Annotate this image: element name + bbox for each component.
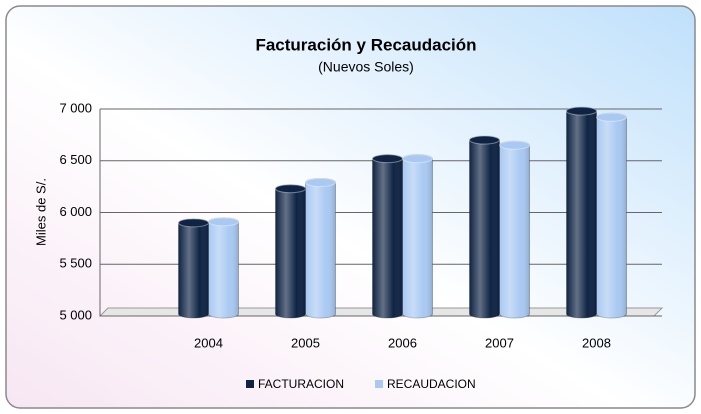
bar-top <box>178 218 209 228</box>
x-tick-label: 2006 <box>388 335 417 350</box>
bar-top <box>305 177 336 187</box>
bar-top <box>275 184 306 194</box>
bar-shine <box>499 141 530 318</box>
legend-swatch <box>246 380 254 388</box>
bar-top <box>499 140 530 150</box>
legend-swatch <box>375 380 383 388</box>
bar-top <box>566 106 597 116</box>
legend-label: FACTURACION <box>258 377 344 391</box>
bar-shine <box>372 154 403 318</box>
y-tick-label: 6 500 <box>59 152 92 167</box>
bar-shine <box>469 136 500 318</box>
bar-shine <box>178 218 209 318</box>
y-axis-label: Miles de S/. <box>33 178 48 246</box>
x-tick-label: 2004 <box>194 335 223 350</box>
bar-shine <box>596 113 627 318</box>
x-tick-label: 2007 <box>485 335 514 350</box>
bar-shine <box>208 217 239 318</box>
chart-subtitle: (Nuevos Soles) <box>318 59 414 75</box>
y-tick-label: 5 000 <box>59 307 92 322</box>
x-tick-label: 2005 <box>291 335 320 350</box>
bar-top <box>596 112 627 122</box>
bar-top <box>208 217 239 227</box>
legend-label: RECAUDACION <box>387 377 476 391</box>
bar-shine <box>566 107 597 318</box>
bar-top <box>402 154 433 164</box>
bar-top <box>469 135 500 145</box>
bar-top <box>372 154 403 164</box>
x-tick-label: 2008 <box>582 335 611 350</box>
y-tick-label: 6 000 <box>59 204 92 219</box>
y-tick-label: 7 000 <box>59 100 92 115</box>
bar-shine <box>275 184 306 318</box>
y-tick-label: 5 500 <box>59 256 92 271</box>
bar-shine <box>305 178 336 318</box>
chart-title: Facturación y Recaudación <box>255 35 476 54</box>
bar-shine <box>402 154 433 318</box>
